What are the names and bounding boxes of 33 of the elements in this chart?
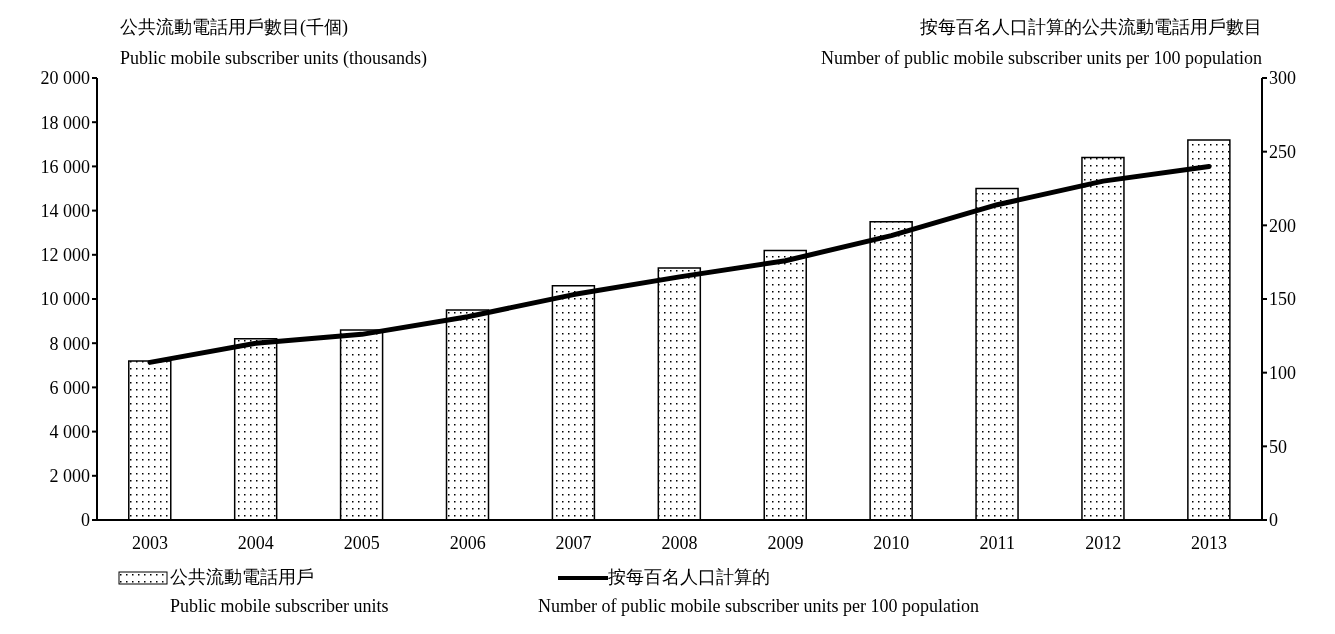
x-tick-label: 2005	[343, 532, 380, 553]
y2-tick-label: 100	[1269, 363, 1296, 384]
x-tick-label: 2013	[1191, 532, 1228, 553]
x-tick-label: 2007	[555, 532, 592, 553]
y2-tick-label: 0	[1269, 510, 1278, 531]
y-tick-label: 4 000	[49, 421, 90, 442]
y2-tick-label: 150	[1269, 289, 1296, 310]
y-tick-label: 20 000	[40, 68, 90, 89]
y2-tick-label: 250	[1269, 142, 1296, 163]
y-axis-title: 公共流動電話用戶數目(千個) Public mobile subscriber units (thousands)	[120, 16, 427, 70]
y-tick-label: 6 000	[49, 377, 90, 398]
x-tick-label: 2006	[449, 532, 486, 553]
y-tick-label: 14 000	[40, 200, 90, 221]
x-tick-label: 2009	[767, 532, 804, 553]
x-tick-label: 2012	[1085, 532, 1122, 553]
y2-tick-label: 300	[1269, 68, 1296, 89]
x-tick-label: 2004	[237, 532, 274, 553]
y-tick-label: 2 000	[49, 466, 90, 487]
x-tick-label: 2010	[873, 532, 910, 553]
y-tick-label: 12 000	[40, 245, 90, 266]
y-tick-label: 0	[81, 510, 90, 531]
y2-tick-label: 200	[1269, 215, 1296, 236]
legend-label: 公共流動電話用戶 Public mobile subscriber units	[170, 566, 389, 618]
y-tick-label: 8 000	[49, 333, 90, 354]
y2-axis-title: 按每百名人口計算的公共流動電話用戶數目 Number of public mobile subscriber units per 100 population	[821, 16, 1262, 70]
y-tick-label: 16 000	[40, 156, 90, 177]
legend-label: 按每百名人口計算的 Number of public mobile subscriber units per 100 population	[538, 566, 979, 618]
x-tick-label: 2003	[131, 532, 168, 553]
x-tick-label: 2011	[979, 532, 1015, 553]
y2-tick-label: 50	[1269, 436, 1287, 457]
y-tick-label: 10 000	[40, 289, 90, 310]
x-tick-label: 2008	[661, 532, 698, 553]
y-tick-label: 18 000	[40, 112, 90, 133]
